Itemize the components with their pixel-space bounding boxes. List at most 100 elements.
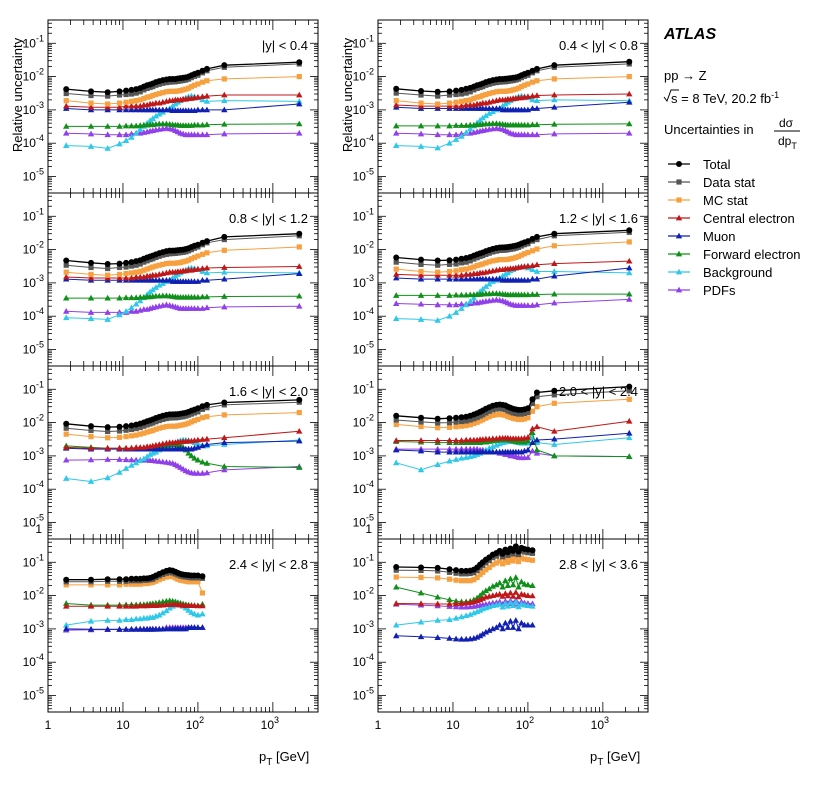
data-point	[417, 316, 425, 322]
data-point	[497, 79, 503, 85]
data-point	[105, 101, 111, 107]
data-point	[128, 134, 135, 140]
x-tick-label: 1	[45, 718, 52, 732]
data-point	[458, 98, 465, 104]
data-point	[167, 79, 173, 85]
y-tick-label-one: 1	[35, 522, 42, 536]
data-point	[453, 414, 460, 421]
data-point	[458, 102, 465, 109]
data-point	[496, 579, 503, 586]
atlas-label: ATLAS	[663, 26, 716, 43]
data-point	[122, 602, 130, 609]
data-point	[524, 581, 532, 588]
x-tick-label: 103	[591, 715, 609, 732]
data-point	[482, 112, 490, 119]
data-point	[123, 259, 130, 266]
legend-item-background: Background	[668, 265, 772, 280]
data-point	[462, 448, 470, 455]
data-point	[499, 625, 506, 632]
data-point	[477, 571, 483, 578]
data-point	[140, 455, 148, 462]
data-point	[156, 81, 162, 87]
data-point	[434, 257, 441, 264]
data-point	[167, 415, 173, 421]
data-point	[177, 577, 184, 583]
x-tick-label: 10	[446, 718, 460, 732]
data-point	[194, 131, 202, 138]
data-point	[137, 297, 144, 304]
data-point	[524, 434, 532, 440]
data-point	[128, 102, 135, 109]
y-tick-label: 10-3	[353, 100, 374, 117]
data-point	[167, 88, 173, 94]
legend-label: Background	[703, 265, 772, 280]
data-point	[163, 260, 170, 267]
data-point	[122, 308, 130, 314]
data-point	[458, 423, 465, 429]
data-point	[393, 266, 399, 272]
series-muon	[393, 617, 536, 642]
data-point	[515, 558, 522, 565]
data-point	[203, 106, 211, 113]
data-point	[160, 424, 166, 430]
data-point	[122, 274, 130, 281]
y-tick-label: 10-3	[23, 273, 44, 290]
data-point	[163, 423, 170, 430]
data-point	[515, 625, 522, 632]
data-point	[175, 576, 181, 582]
data-point	[156, 577, 162, 583]
data-point	[533, 97, 541, 104]
data-point	[497, 88, 503, 94]
data-point	[169, 274, 176, 281]
data-point	[221, 412, 227, 418]
data-point	[204, 78, 210, 84]
data-point	[551, 103, 558, 110]
data-point	[518, 411, 525, 417]
data-point	[500, 79, 506, 85]
data-point	[116, 456, 123, 462]
y-tick-label: 10-4	[23, 479, 44, 496]
data-point	[434, 593, 441, 600]
data-point	[453, 567, 460, 574]
data-point	[88, 271, 94, 277]
series-forward-electron	[393, 290, 633, 298]
data-point	[296, 302, 303, 309]
data-point	[626, 434, 633, 441]
data-point	[524, 546, 531, 553]
y-tick-label: 10-1	[353, 206, 374, 223]
data-point	[147, 94, 153, 100]
legend-item-data-stat: Data stat	[668, 175, 755, 190]
data-point	[105, 582, 111, 588]
data-point	[128, 462, 135, 468]
data-point	[497, 257, 503, 263]
data-point	[529, 96, 536, 103]
data-point	[477, 262, 483, 268]
data-point	[551, 387, 558, 394]
data-point	[463, 90, 469, 96]
data-point	[529, 425, 536, 432]
data-point	[296, 91, 303, 98]
data-point	[471, 416, 477, 422]
series-central-electron	[63, 263, 303, 281]
data-point	[128, 444, 135, 451]
data-point	[452, 122, 460, 128]
y-tick-label: 10-2	[23, 240, 44, 257]
data-point	[509, 593, 517, 599]
data-point	[534, 394, 540, 400]
data-point	[183, 86, 189, 92]
data-point	[393, 600, 400, 606]
data-point	[417, 633, 425, 640]
data-point	[452, 448, 460, 455]
data-point	[221, 76, 227, 82]
data-point	[458, 600, 465, 606]
data-point	[490, 90, 496, 96]
data-point	[63, 257, 70, 264]
data-point	[199, 251, 206, 257]
data-point	[194, 69, 201, 76]
data-point	[529, 582, 536, 588]
data-point	[521, 549, 528, 555]
data-point	[199, 305, 206, 311]
series-data-stat	[63, 399, 302, 435]
data-point	[476, 632, 484, 639]
series-mc-stat	[63, 73, 302, 107]
